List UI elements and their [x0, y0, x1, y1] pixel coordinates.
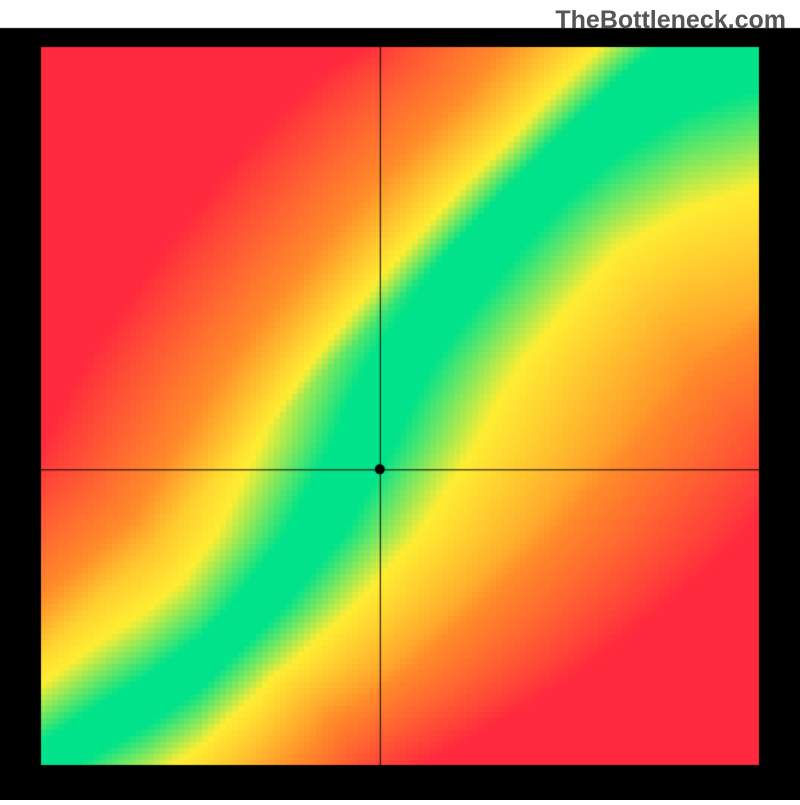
chart-container: { "watermark": { "text": "TheBottleneck.…: [0, 0, 800, 800]
bottleneck-heatmap: [0, 0, 800, 800]
